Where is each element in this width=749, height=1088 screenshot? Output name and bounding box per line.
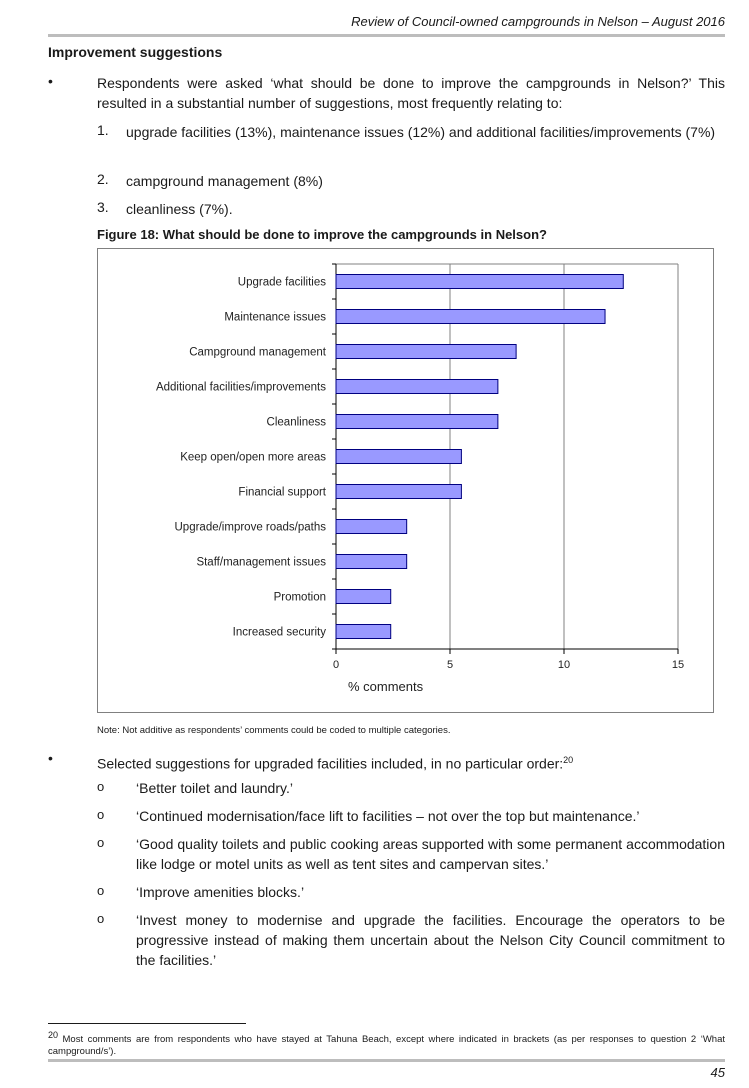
page-number: 45 xyxy=(710,1065,725,1080)
bar xyxy=(335,449,462,464)
quote-item: ‘Invest money to modernise and upgrade t… xyxy=(136,912,725,968)
category-label: Upgrade facilities xyxy=(238,277,326,289)
sub-bullet: o xyxy=(97,835,105,850)
bar xyxy=(335,554,408,569)
bar xyxy=(335,309,606,324)
category-label: Promotion xyxy=(274,592,326,604)
bar xyxy=(335,519,408,534)
category-label: Upgrade/improve roads/paths xyxy=(175,522,327,534)
bar xyxy=(335,589,392,604)
x-tick-label: 5 xyxy=(447,659,453,671)
list-number: 3. xyxy=(97,199,109,215)
sub-bullet: o xyxy=(97,807,105,822)
footer-rule xyxy=(48,1059,725,1062)
running-header: Review of Council-owned campgrounds in N… xyxy=(351,14,725,29)
footnote-number: 20 xyxy=(48,1030,59,1040)
list-number: 1. xyxy=(97,122,109,138)
x-tick-label: 15 xyxy=(672,659,684,671)
bar xyxy=(335,624,392,639)
footnote-rule xyxy=(48,1023,246,1024)
bar xyxy=(335,344,517,359)
sub-bullet: o xyxy=(97,883,105,898)
category-label: Staff/management issues xyxy=(196,557,326,569)
bar xyxy=(335,274,624,289)
sub-bullet: o xyxy=(97,911,105,926)
x-tick-label: 0 xyxy=(333,659,339,671)
list-item: upgrade facilities (13%), maintenance is… xyxy=(126,124,716,140)
intro-paragraph: Respondents were asked ‘what should be d… xyxy=(97,75,725,111)
x-axis-title: % comments xyxy=(348,679,424,694)
list-item: cleanliness (7%). xyxy=(126,201,233,217)
figure-note: Note: Not additive as respondents’ comme… xyxy=(97,725,451,736)
sub-bullet: o xyxy=(97,779,105,794)
category-label: Campground management xyxy=(189,347,327,359)
footnote: 20 Most comments are from respondents wh… xyxy=(48,1029,725,1058)
category-label: Keep open/open more areas xyxy=(180,452,326,464)
list-number: 2. xyxy=(97,171,109,187)
bar xyxy=(335,379,499,394)
quote-item: ‘Good quality toilets and public cooking… xyxy=(136,836,725,872)
category-label: Financial support xyxy=(238,487,326,499)
footnote-text: Most comments are from respondents who h… xyxy=(48,1034,725,1058)
list-item: campground management (8%) xyxy=(126,173,323,189)
quote-item: ‘Improve amenities blocks.’ xyxy=(136,884,305,900)
upgrades-lead: Selected suggestions for upgraded facili… xyxy=(97,750,725,774)
category-label: Additional facilities/improvements xyxy=(156,382,326,394)
bar xyxy=(335,484,462,499)
upgrades-lead-text: Selected suggestions for upgraded facili… xyxy=(97,755,564,772)
quote-item: ‘Continued modernisation/face lift to fa… xyxy=(136,808,640,824)
figure-title: Figure 18: What should be done to improv… xyxy=(97,227,547,242)
bar xyxy=(335,414,499,429)
chart-frame: 0 5 10 15 Upgrade facilities Maintenance issu… xyxy=(97,248,714,713)
category-label: Maintenance issues xyxy=(224,312,326,324)
x-tick-label: 10 xyxy=(558,659,570,671)
section-title: Improvement suggestions xyxy=(48,44,223,60)
category-label: Cleanliness xyxy=(267,417,327,429)
category-label: Increased security xyxy=(233,627,327,639)
header-rule xyxy=(48,34,725,37)
footnote-ref: 20 xyxy=(563,755,574,765)
bar-chart: 0 5 10 15 Upgrade facilities Maintenance issu… xyxy=(156,263,684,694)
bullet-marker: • xyxy=(48,73,53,89)
quote-item: ‘Better toilet and laundry.’ xyxy=(136,780,293,796)
bullet-marker: • xyxy=(48,750,53,766)
